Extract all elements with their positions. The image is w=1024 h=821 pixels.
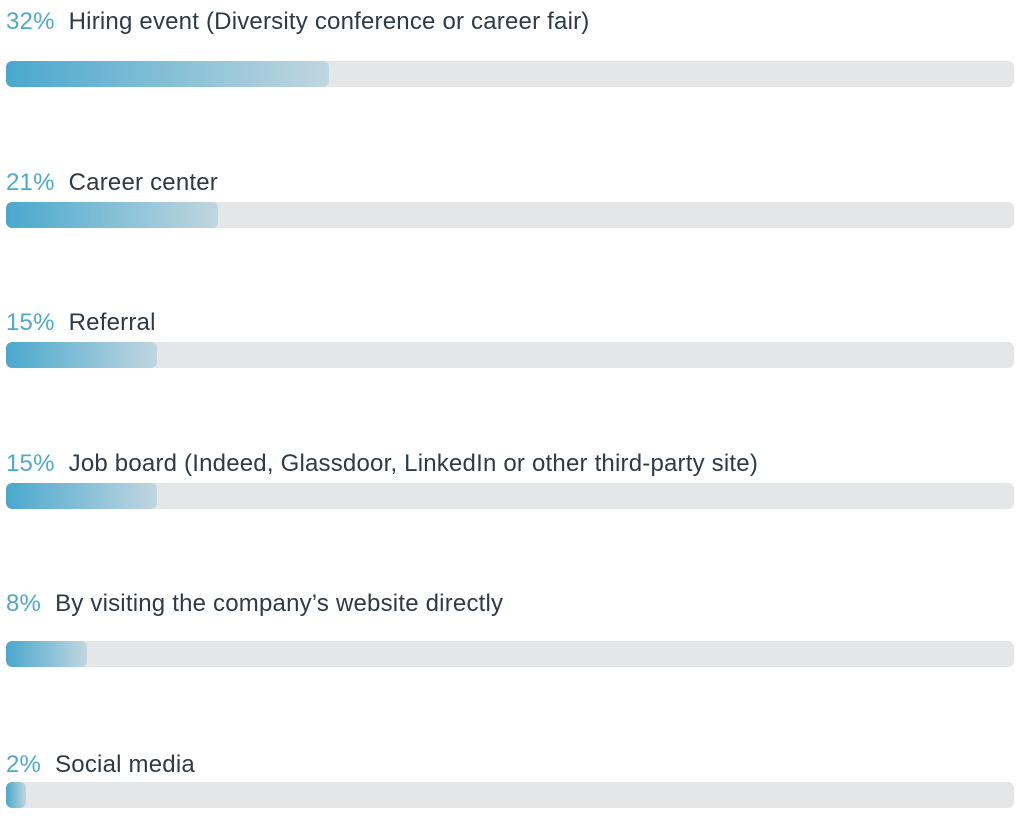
- bar-track: [6, 342, 1014, 368]
- bar-label-line: 21% Career center: [6, 163, 218, 203]
- bar-label-line: 8% By visiting the company’s website dire…: [6, 584, 503, 624]
- category-label: Job board (Indeed, Glassdoor, LinkedIn o…: [68, 450, 759, 477]
- category-label: Referral: [68, 309, 156, 336]
- bar-row: 32% Hiring event (Diversity conference or…: [6, 2, 1014, 102]
- category-label: Social media: [55, 751, 195, 778]
- bar-track: [6, 483, 1014, 509]
- bar-track: [6, 202, 1014, 228]
- data-label-percent: 15%: [6, 309, 55, 336]
- bar-label-line: 15% Referral: [6, 303, 156, 343]
- bar-row: 2% Social media: [6, 745, 1014, 821]
- bar: [6, 483, 157, 509]
- bar: [6, 641, 87, 667]
- category-label: By visiting the company’s website direct…: [55, 590, 504, 617]
- data-label-percent: 8%: [6, 590, 42, 617]
- data-label-percent: 2%: [6, 751, 42, 778]
- bar-row: 8% By visiting the company’s website dire…: [6, 584, 1014, 684]
- bar-track: [6, 641, 1014, 667]
- bar-row: 15% Job board (Indeed, Glassdoor, LinkedI…: [6, 444, 1014, 544]
- category-label: Career center: [68, 169, 218, 196]
- bar-row: 21% Career center: [6, 163, 1014, 263]
- bar-track: [6, 61, 1014, 87]
- data-label-percent: 21%: [6, 169, 55, 196]
- bar-label-line: 32% Hiring event (Diversity conference or…: [6, 2, 589, 42]
- bar: [6, 782, 26, 808]
- category-label: Hiring event (Diversity conference or ca…: [68, 8, 590, 35]
- bar: [6, 61, 329, 87]
- bar-track: [6, 782, 1014, 808]
- bar: [6, 202, 218, 228]
- bar-label-line: 15% Job board (Indeed, Glassdoor, LinkedI…: [6, 444, 758, 484]
- bar-label-line: 2% Social media: [6, 745, 195, 785]
- data-label-percent: 32%: [6, 8, 55, 35]
- bar: [6, 342, 157, 368]
- data-label-percent: 15%: [6, 450, 55, 477]
- bar-row: 15% Referral: [6, 303, 1014, 403]
